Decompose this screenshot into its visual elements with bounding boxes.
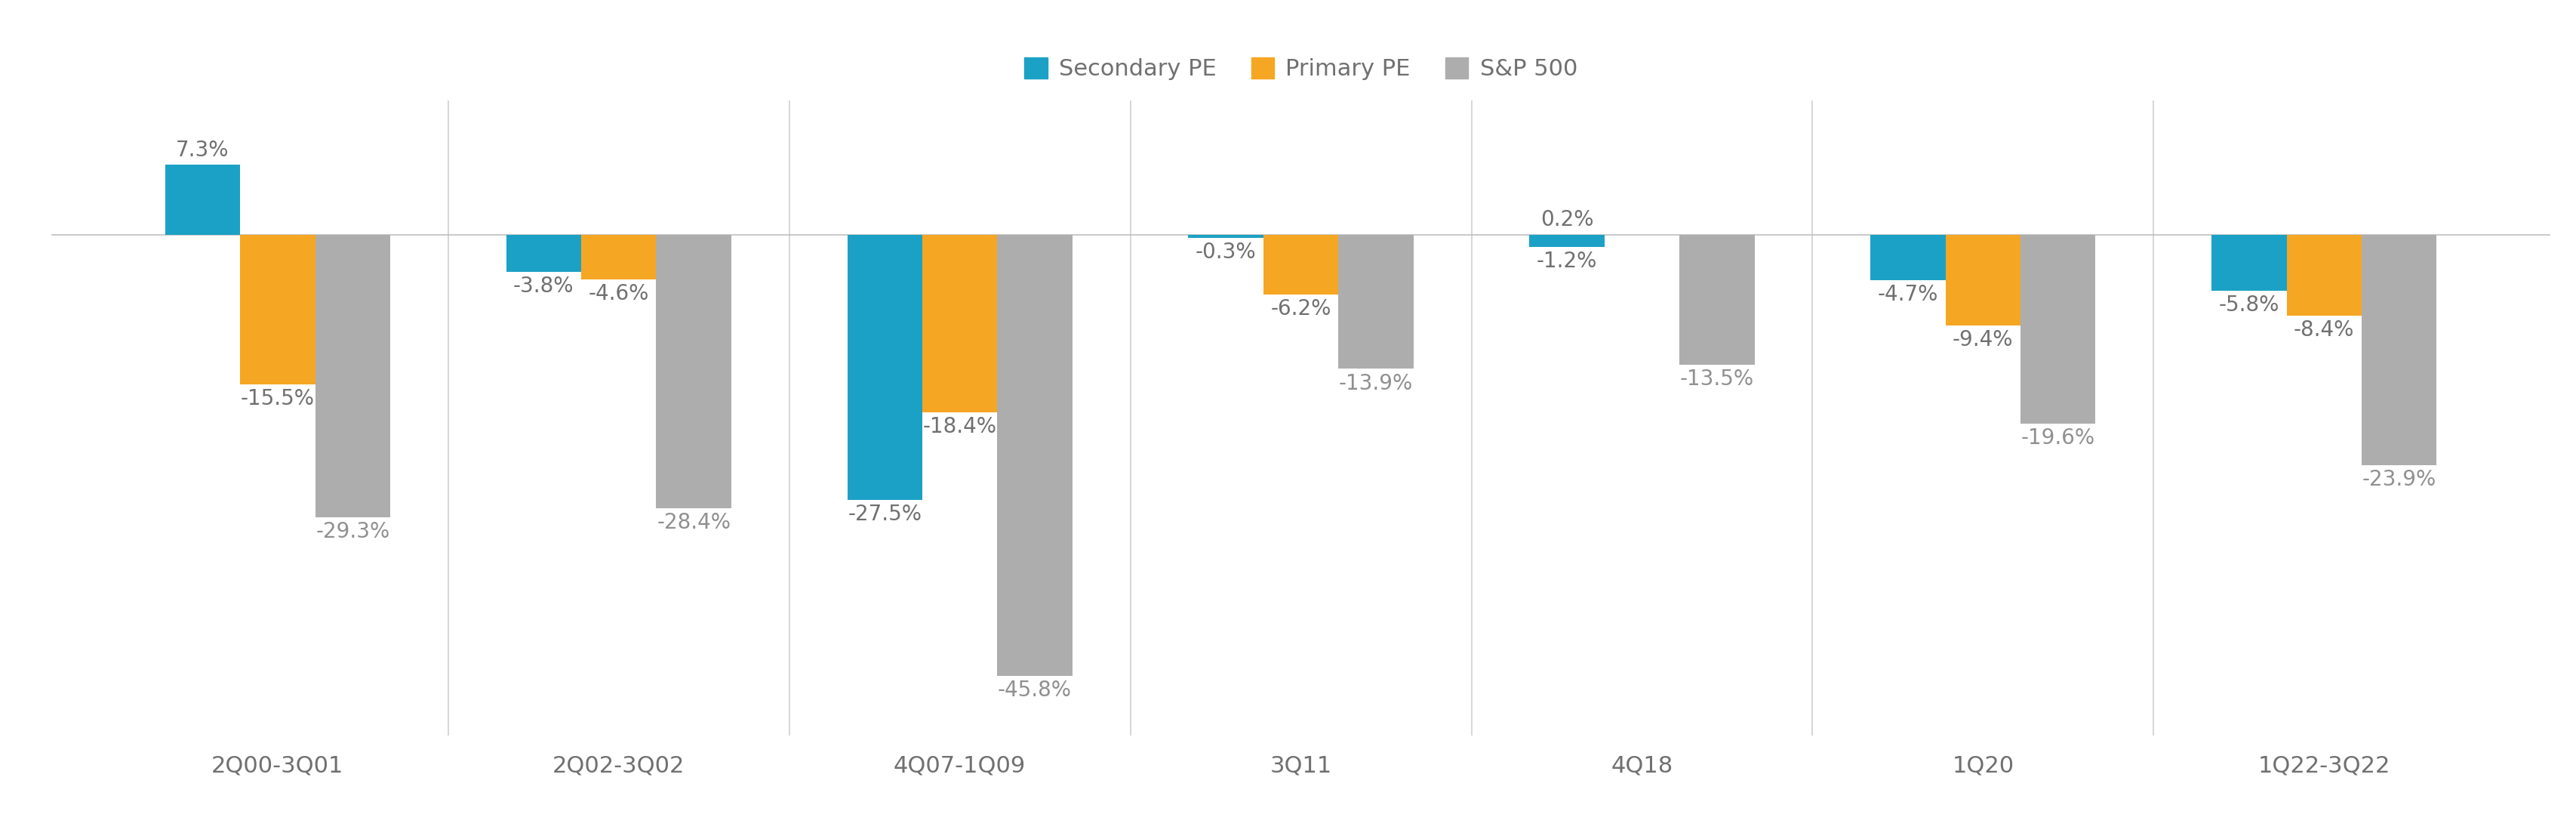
Bar — [505, 235, 582, 272]
Text: -18.4%: -18.4% — [922, 416, 997, 437]
Text: -13.5%: -13.5% — [1680, 369, 1754, 390]
Text: 0.2%: 0.2% — [1540, 209, 1595, 230]
Text: -13.9%: -13.9% — [1340, 373, 1414, 394]
Text: -4.7%: -4.7% — [1878, 284, 1937, 305]
Bar — [2020, 235, 2097, 424]
Bar — [2213, 235, 2287, 291]
Bar — [1340, 235, 1414, 369]
Text: -27.5%: -27.5% — [848, 503, 922, 525]
Text: -23.9%: -23.9% — [2362, 469, 2437, 490]
Bar — [2287, 235, 2362, 316]
Text: -5.8%: -5.8% — [2218, 295, 2280, 316]
Bar — [1262, 235, 1340, 295]
Text: -45.8%: -45.8% — [997, 680, 1072, 701]
Text: -15.5%: -15.5% — [240, 388, 314, 410]
Text: -19.6%: -19.6% — [2022, 428, 2094, 449]
Bar — [165, 165, 240, 235]
Bar — [240, 235, 314, 385]
Legend: Secondary PE, Primary PE, S&P 500: Secondary PE, Primary PE, S&P 500 — [1015, 48, 1587, 89]
Bar — [657, 235, 732, 508]
Text: -1.2%: -1.2% — [1538, 251, 1597, 272]
Text: -8.4%: -8.4% — [2293, 320, 2354, 341]
Bar — [582, 235, 657, 279]
Bar — [848, 235, 922, 500]
Text: -28.4%: -28.4% — [657, 512, 732, 533]
Bar — [1945, 235, 2020, 325]
Bar — [1530, 235, 1605, 247]
Bar — [1870, 235, 1945, 280]
Text: -9.4%: -9.4% — [1953, 329, 2014, 350]
Text: -4.6%: -4.6% — [587, 283, 649, 304]
Text: -3.8%: -3.8% — [513, 276, 574, 297]
Text: -29.3%: -29.3% — [317, 521, 389, 543]
Bar — [1188, 235, 1262, 238]
Text: -6.2%: -6.2% — [1270, 298, 1332, 320]
Text: -0.3%: -0.3% — [1195, 242, 1257, 263]
Bar — [2362, 235, 2437, 465]
Text: 7.3%: 7.3% — [175, 140, 229, 161]
Bar — [922, 235, 997, 412]
Bar — [314, 235, 389, 517]
Bar — [997, 235, 1072, 676]
Bar — [1680, 235, 1754, 365]
